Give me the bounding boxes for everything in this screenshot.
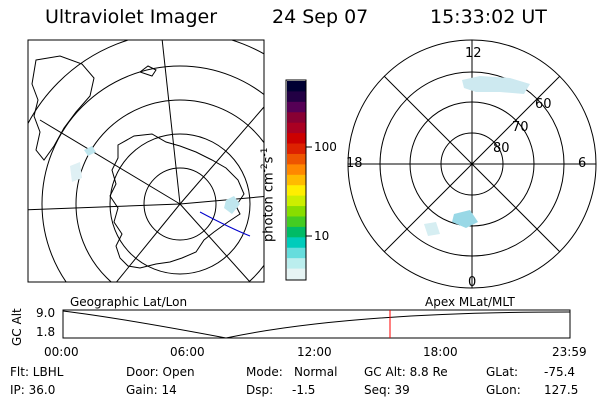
geo-lon-line [28, 203, 181, 211]
x-tick-label: 23:59 [552, 345, 587, 359]
colorbar-band [287, 237, 306, 249]
time-label: 15:33:02 UT [430, 6, 547, 28]
y-tick-label: 9.0 [36, 306, 56, 320]
polar-plot [347, 39, 597, 289]
glon-value: 127.5 [544, 383, 579, 397]
geo-lon-line [161, 40, 181, 205]
glon-label: GLon: [486, 383, 521, 397]
orbit-track [199, 211, 251, 237]
colorbar-tick-label: 100 [314, 140, 337, 154]
colorbar-band [287, 101, 306, 113]
colorbar [287, 81, 306, 280]
instrument-title: Ultraviolet Imager [45, 6, 218, 28]
lat-label-60: 60 [535, 97, 552, 112]
geo-lat-circle [109, 133, 251, 275]
colorbar-band [287, 122, 306, 134]
geo-lon-line [39, 119, 181, 205]
glat-label: GLat: [486, 365, 519, 379]
aurora-patch [224, 196, 240, 214]
geo-lon-line [179, 106, 264, 205]
geo-lat-circle [75, 99, 264, 282]
colorbar-band [287, 216, 306, 228]
lat-label-80: 80 [493, 141, 510, 156]
aurora-patch [452, 210, 478, 228]
colorbar-tick-label: 10 [314, 229, 330, 243]
filter-info: Flt: LBHL [10, 365, 64, 379]
mlt-label-12: 12 [465, 46, 482, 61]
geo-section-title: Geographic Lat/Lon [70, 295, 188, 309]
door-info: Door: Open [126, 365, 195, 379]
geo-lat-circle [41, 65, 264, 282]
x-tick-label: 00:00 [44, 345, 79, 359]
colorbar-band [287, 258, 306, 270]
colorbar-frame [285, 79, 307, 281]
mlt-label-0: 0 [468, 275, 477, 290]
aurora-patch [424, 222, 440, 236]
antarctica-coastline [109, 133, 245, 269]
colorbar-band [287, 247, 306, 259]
south-america-coastline [31, 55, 95, 161]
aurora-patch [70, 162, 82, 182]
colorbar-band [287, 174, 306, 186]
colorbar-band [287, 112, 306, 124]
colorbar-band [287, 226, 306, 238]
colorbar-unit-label: photon cm-2s-1 [260, 147, 277, 242]
geo-lon-line [115, 203, 181, 282]
mlt-label-18: 18 [346, 156, 363, 171]
mlt-label-6: 6 [578, 156, 587, 171]
colorbar-band [287, 268, 306, 280]
colorbar-band [287, 133, 306, 145]
seq-info: Seq: 39 [364, 383, 410, 397]
colorbar-band [287, 185, 306, 197]
geo-lon-line [179, 203, 251, 282]
geo-map-frame [27, 39, 265, 283]
geo-lon-line [179, 196, 264, 205]
ip-info: IP: 36.0 [10, 383, 56, 397]
dsp-label: Dsp: [246, 383, 274, 397]
colorbar-band [287, 206, 306, 217]
date-label: 24 Sep 07 [272, 6, 369, 28]
island-coastline [138, 65, 157, 77]
colorbar-band [287, 91, 306, 103]
timeline-frame [62, 309, 571, 339]
x-tick-label: 18:00 [423, 345, 458, 359]
mode-value: Normal [294, 365, 338, 379]
gc-alt-info: GC Alt: 8.8 Re [364, 365, 448, 379]
gain-info: Gain: 14 [126, 383, 177, 397]
altitude-curve [62, 310, 571, 339]
colorbar-band [287, 143, 306, 155]
apex-section-title: Apex MLat/MLT [425, 295, 515, 309]
polar-mlt-line [383, 75, 561, 253]
colorbar-band [287, 153, 306, 165]
glat-value: -75.4 [544, 365, 576, 379]
mode-label: Mode: [246, 365, 283, 379]
aurora-patch [462, 76, 530, 94]
lat-label-70: 70 [512, 120, 529, 135]
geo-lat-circle [143, 167, 217, 241]
colorbar-band [287, 195, 306, 207]
y-tick-label: 1.8 [36, 325, 56, 339]
dsp-value: -1.5 [292, 383, 316, 397]
aurora-patch [84, 146, 96, 156]
colorbar-band [287, 81, 306, 92]
x-tick-label: 12:00 [297, 345, 332, 359]
x-tick-label: 06:00 [170, 345, 205, 359]
colorbar-band [287, 164, 306, 176]
y-axis-label: GC Alt [10, 308, 24, 346]
